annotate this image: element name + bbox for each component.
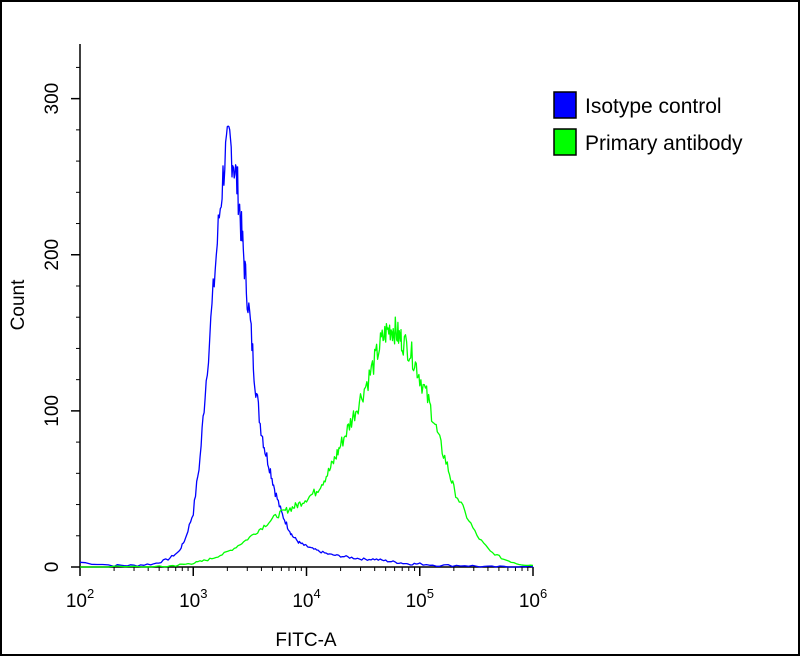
legend-swatch-1 (553, 91, 577, 119)
x-tick-label: 102 (66, 586, 94, 612)
x-tick-label: 106 (519, 586, 547, 612)
x-tick-label: 105 (406, 586, 434, 612)
series-layer (79, 125, 534, 568)
x-tick-label: 103 (179, 586, 207, 612)
y-axis-label: Count (8, 279, 29, 330)
series-line-2 (80, 316, 534, 568)
y-tick-label: 100 (42, 395, 63, 427)
legend-swatch-2 (553, 128, 577, 156)
legend-label-2: Primary antibody (585, 132, 743, 155)
x-axis-ticks: 102 103 104 105 106 (66, 567, 547, 612)
series-line-1 (79, 125, 534, 568)
y-tick-label: 0 (42, 562, 63, 573)
x-axis-label: FITC-A (275, 630, 337, 651)
legend: Isotype control Primary antibody (553, 91, 743, 156)
x-tick-label: 104 (292, 586, 320, 612)
y-tick-label: 300 (42, 83, 63, 115)
y-tick-label: 200 (42, 239, 63, 271)
legend-label-1: Isotype control (585, 95, 722, 118)
y-axis-ticks: 0 100 200 300 (42, 66, 80, 573)
